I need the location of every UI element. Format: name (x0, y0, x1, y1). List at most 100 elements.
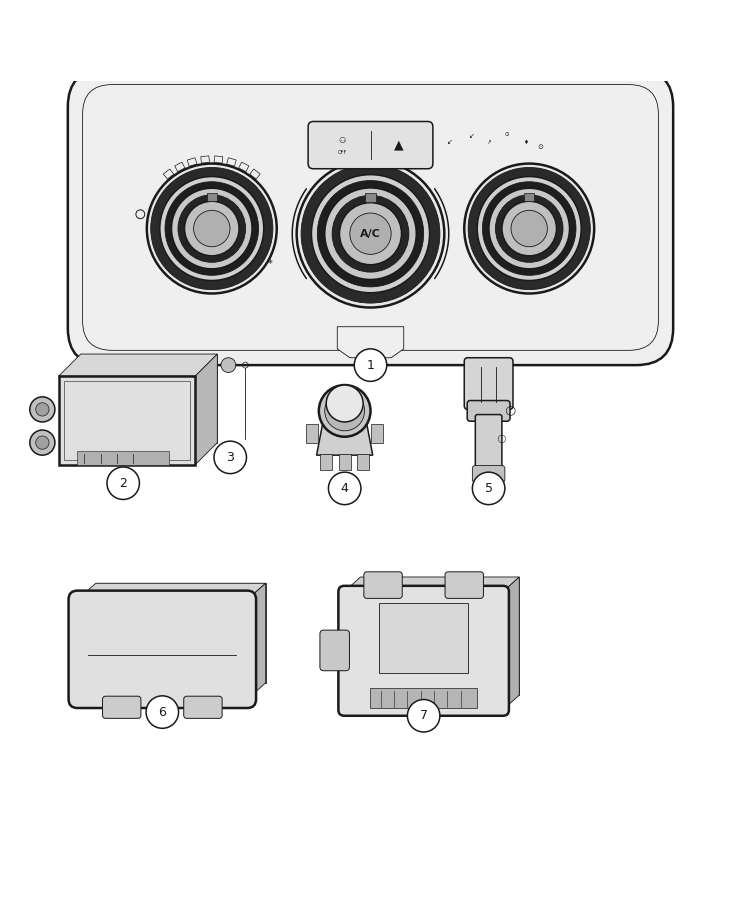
Bar (64, 382, 190, 460)
Polygon shape (59, 376, 195, 464)
Polygon shape (59, 354, 217, 376)
Circle shape (165, 182, 259, 275)
Polygon shape (247, 583, 266, 699)
Circle shape (221, 357, 236, 373)
Circle shape (325, 391, 365, 431)
Text: *: * (268, 259, 273, 269)
Text: OFF: OFF (338, 150, 347, 155)
FancyBboxPatch shape (184, 697, 222, 718)
Circle shape (319, 385, 370, 436)
Polygon shape (77, 583, 266, 599)
Text: 5: 5 (485, 482, 493, 495)
Circle shape (185, 202, 239, 256)
Polygon shape (316, 424, 373, 455)
Circle shape (465, 164, 594, 293)
Circle shape (30, 430, 55, 455)
Circle shape (408, 699, 440, 732)
Text: ⚇: ⚇ (339, 136, 346, 145)
Text: A/C: A/C (360, 229, 381, 238)
Circle shape (326, 385, 363, 422)
Text: ↙: ↙ (448, 140, 453, 145)
FancyBboxPatch shape (472, 465, 505, 482)
Polygon shape (345, 577, 519, 591)
Circle shape (332, 195, 409, 272)
Circle shape (301, 165, 440, 303)
Text: ↙: ↙ (469, 133, 474, 140)
Circle shape (339, 202, 402, 265)
Circle shape (317, 181, 424, 287)
Circle shape (178, 194, 245, 262)
Circle shape (511, 211, 548, 247)
Bar (365, 194, 376, 202)
FancyBboxPatch shape (445, 572, 483, 598)
Polygon shape (361, 577, 519, 695)
Circle shape (193, 211, 230, 247)
Polygon shape (503, 577, 519, 710)
Circle shape (160, 176, 264, 281)
Bar (77, 452, 170, 464)
Bar (239, 162, 249, 172)
Bar (370, 688, 476, 708)
FancyBboxPatch shape (465, 357, 513, 410)
FancyBboxPatch shape (320, 630, 350, 670)
Bar (379, 603, 468, 673)
Circle shape (171, 188, 252, 269)
FancyBboxPatch shape (364, 572, 402, 598)
Text: ↗: ↗ (486, 140, 491, 145)
Bar (187, 158, 197, 166)
Polygon shape (96, 583, 266, 683)
Circle shape (30, 397, 55, 422)
Bar (320, 454, 332, 470)
FancyBboxPatch shape (102, 697, 141, 718)
Text: ⊙: ⊙ (537, 144, 543, 150)
Circle shape (477, 176, 581, 281)
Bar (227, 158, 236, 166)
Circle shape (328, 472, 361, 505)
Circle shape (36, 403, 49, 416)
Circle shape (350, 213, 391, 255)
FancyBboxPatch shape (308, 122, 433, 168)
FancyBboxPatch shape (69, 590, 256, 708)
Bar (339, 454, 350, 470)
FancyBboxPatch shape (68, 70, 673, 365)
FancyBboxPatch shape (339, 586, 509, 716)
Text: ⊙: ⊙ (505, 132, 509, 138)
Bar (163, 169, 174, 179)
Text: ♦: ♦ (523, 140, 528, 145)
Bar (201, 156, 210, 163)
Circle shape (150, 167, 273, 290)
Text: 1: 1 (367, 358, 374, 372)
Circle shape (296, 160, 445, 308)
Bar (250, 169, 260, 179)
FancyBboxPatch shape (468, 400, 510, 421)
Text: 6: 6 (159, 706, 166, 718)
Text: 3: 3 (226, 451, 234, 464)
Text: ▲: ▲ (393, 139, 403, 151)
Circle shape (354, 349, 387, 382)
Text: 7: 7 (419, 709, 428, 723)
Circle shape (107, 467, 139, 500)
Bar (371, 424, 383, 443)
Polygon shape (195, 354, 217, 464)
FancyBboxPatch shape (475, 415, 502, 474)
Circle shape (502, 202, 556, 256)
Polygon shape (81, 354, 217, 443)
Circle shape (36, 436, 49, 449)
Polygon shape (337, 327, 404, 357)
Circle shape (468, 167, 591, 290)
Bar (357, 454, 369, 470)
Text: 4: 4 (341, 482, 348, 495)
Text: 2: 2 (119, 477, 127, 490)
Circle shape (489, 188, 570, 269)
Circle shape (472, 472, 505, 505)
Circle shape (496, 194, 563, 262)
Circle shape (146, 696, 179, 728)
Bar (306, 424, 318, 443)
Bar (214, 156, 223, 163)
Bar (207, 193, 217, 201)
Circle shape (482, 182, 576, 275)
Bar (175, 162, 185, 172)
Bar (524, 193, 534, 201)
Circle shape (214, 441, 247, 473)
Circle shape (147, 164, 276, 293)
